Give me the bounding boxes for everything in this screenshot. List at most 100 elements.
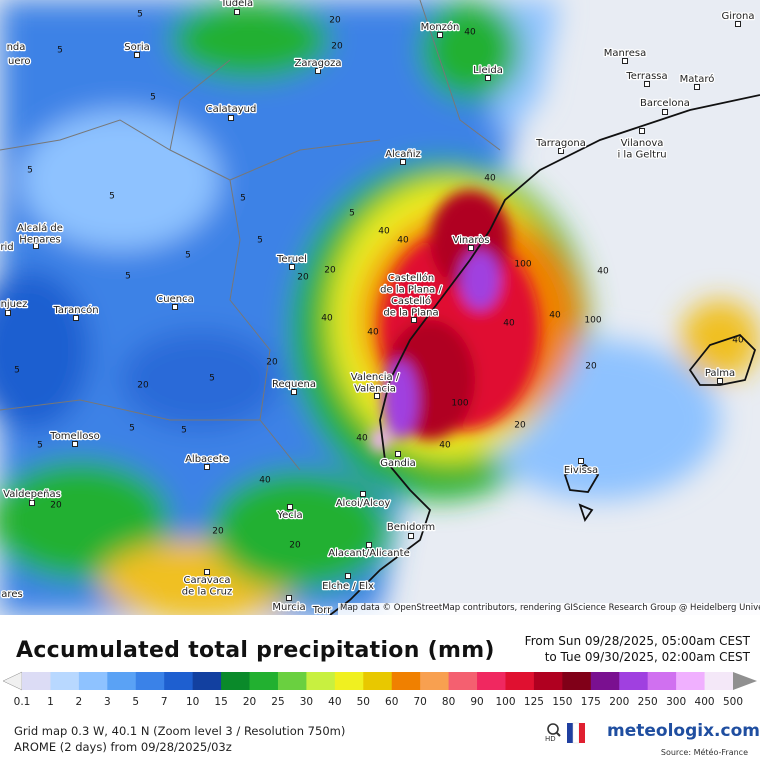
city-marker [204,464,210,470]
contour-label: 40 [378,227,390,237]
city-label: Alcoi/Alcoy [336,498,391,509]
contour-label: 40 [549,311,561,321]
legend-label: 150 [552,696,572,708]
legend-swatch [505,672,535,690]
contour-label: 20 [514,421,526,431]
city-marker [735,21,741,27]
legend-label: 5 [132,696,139,708]
city-marker [694,84,700,90]
city-label: Alcañiz [385,149,421,160]
city-marker [400,159,406,165]
city-marker [345,573,351,579]
contour-label: 40 [597,267,609,277]
city-label: Calatayud [206,104,257,115]
contour-label: 20 [585,362,597,372]
contour-label: 40 [484,174,496,184]
legend-label: 90 [470,696,483,708]
hd-label: HD [545,735,556,743]
map: Tudela Monzón Girona nda Soria uero Zaragoza Ll… [0,0,760,615]
city-marker [33,243,39,249]
legend-label: 175 [581,696,601,708]
legend-label: 200 [609,696,629,708]
city-label: Palma [705,368,735,379]
city-label: Girona [721,11,754,22]
city-marker [717,378,723,384]
city-marker [395,451,401,457]
legend-label: 300 [666,696,686,708]
contour-label: 40 [259,476,271,486]
city-label: Tarancón [52,304,98,316]
legend-label: 70 [413,696,426,708]
city-marker [639,128,645,134]
contour-label: 20 [297,273,309,283]
legend-label: 100 [495,696,515,708]
contour-label: 40 [464,28,476,38]
legend-swatch [164,672,194,690]
city-label: Eivissa [564,465,598,476]
city-marker [468,245,474,251]
city-label: Vilanova [621,138,664,149]
city-marker [360,491,366,497]
contour-label: 5 [27,166,33,176]
city-marker [289,264,295,270]
city-label: njuez [1,299,28,310]
city-label: Mataró [680,73,715,85]
city-label: de la Cruz [182,587,232,598]
legend-swatch [477,672,506,690]
attribution: Map data © OpenStreetMap contributors, r… [338,603,760,615]
color-legend: 0.1 1 2 3 5 7 10 15 20 25 30 40 50 60 70 80 90 100 125 150 1… [2,671,757,708]
legend-label: 7 [161,696,168,708]
city-label: Valencia / [351,372,400,383]
city-label: Benidorm [387,522,435,533]
city-marker [622,58,628,64]
legend-label: 500 [723,696,743,708]
city-marker [5,310,11,316]
legend-swatch [363,672,393,690]
date-to: to Tue 09/30/2025, 02:00am CEST [544,650,750,664]
legend-high [733,672,757,690]
city-label: Soria [124,42,149,53]
legend-label: 250 [638,696,658,708]
borders [0,0,501,471]
contour-label: 5 [349,209,355,219]
contour-label: 40 [356,434,368,444]
legend-label: 80 [442,696,455,708]
city-marker [644,81,650,87]
city-marker [234,9,240,15]
legend-label: 25 [271,696,284,708]
city-marker [411,317,417,323]
contour-label: 5 [185,251,191,261]
city-label: ares [1,589,22,600]
city-label: Castelló [391,295,431,307]
city-label: nda [7,42,26,53]
legend-label: 10 [186,696,199,708]
contour-label: 20 [50,501,62,511]
city-marker [366,542,372,548]
city-label: Monzón [421,21,460,33]
logo[interactable]: meteologix.com [607,721,760,741]
contour-label: 5 [129,424,135,434]
city-label: Alacant/Alicante [328,548,409,559]
city-label: Caravaca [183,575,230,586]
legend-swatch [249,672,279,690]
contour-label: 5 [209,374,215,384]
city-marker [287,504,293,510]
city-marker [662,109,668,115]
contour-label: 100 [451,399,468,409]
city-label: Terrassa [625,71,667,82]
city-marker [204,569,210,575]
date-from: From Sun 09/28/2025, 05:00am CEST [524,634,750,648]
contour-label: 40 [367,328,379,338]
legend-swatch [135,672,165,690]
contour-label: 5 [240,194,246,204]
city-marker [408,533,414,539]
grid-info: Grid map 0.3 W, 40.1 N (Zoom level 3 / R… [14,724,346,738]
contour-label: 40 [732,336,744,346]
city-label: Castellón [388,272,434,284]
city-marker [134,52,140,58]
city-label: Cuenca [156,294,193,305]
city-label: València [354,383,396,395]
contour-label: 100 [514,260,531,270]
contour-label: 20 [266,358,278,368]
